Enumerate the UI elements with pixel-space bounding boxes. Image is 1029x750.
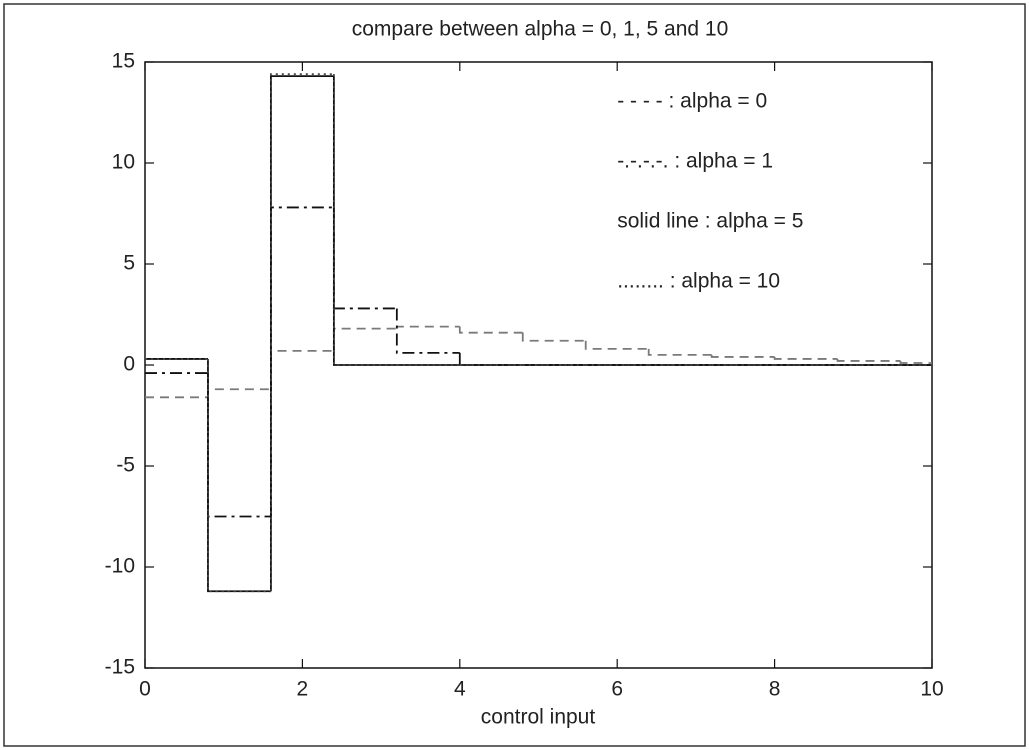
x-tick-label: 2 xyxy=(297,678,309,701)
step-segment xyxy=(773,356,838,360)
x-tick-label: 6 xyxy=(611,678,623,701)
step-segment xyxy=(584,340,649,350)
annotation: ........ : alpha = 10 xyxy=(617,270,780,293)
annotation: - - - - : alpha = 0 xyxy=(617,90,767,113)
y-tick-label: 15 xyxy=(112,50,135,73)
step-segment xyxy=(899,360,932,364)
y-tick-label: -10 xyxy=(105,555,135,578)
y-tick-label: -5 xyxy=(116,454,135,477)
annotation: -.-.-.-. : alpha = 1 xyxy=(617,150,773,173)
y-tick-label: 5 xyxy=(123,252,135,275)
step-segment xyxy=(270,73,334,592)
annotation: solid line : alpha = 5 xyxy=(617,210,803,233)
step-segment xyxy=(836,358,901,362)
step-segment xyxy=(647,348,712,356)
y-tick-label: -15 xyxy=(105,656,135,679)
step-segment xyxy=(521,332,586,342)
x-axis-label: control input xyxy=(481,706,596,729)
step-segment xyxy=(207,358,271,593)
step-segment xyxy=(395,308,460,354)
chart-title: compare between alpha = 0, 1, 5 and 10 xyxy=(352,18,729,41)
step-segment xyxy=(332,76,397,366)
x-tick-label: 0 xyxy=(139,678,151,701)
step-segment xyxy=(270,75,334,592)
step-segment xyxy=(710,354,775,358)
step-segment xyxy=(332,74,397,366)
step-segment xyxy=(458,326,523,334)
y-tick-label: 10 xyxy=(112,151,135,174)
page-frame xyxy=(3,3,1026,747)
x-tick-label: 8 xyxy=(769,678,781,701)
y-tick-label: 0 xyxy=(123,353,135,376)
x-tick-label: 4 xyxy=(454,678,466,701)
x-tick-label: 10 xyxy=(920,678,943,701)
